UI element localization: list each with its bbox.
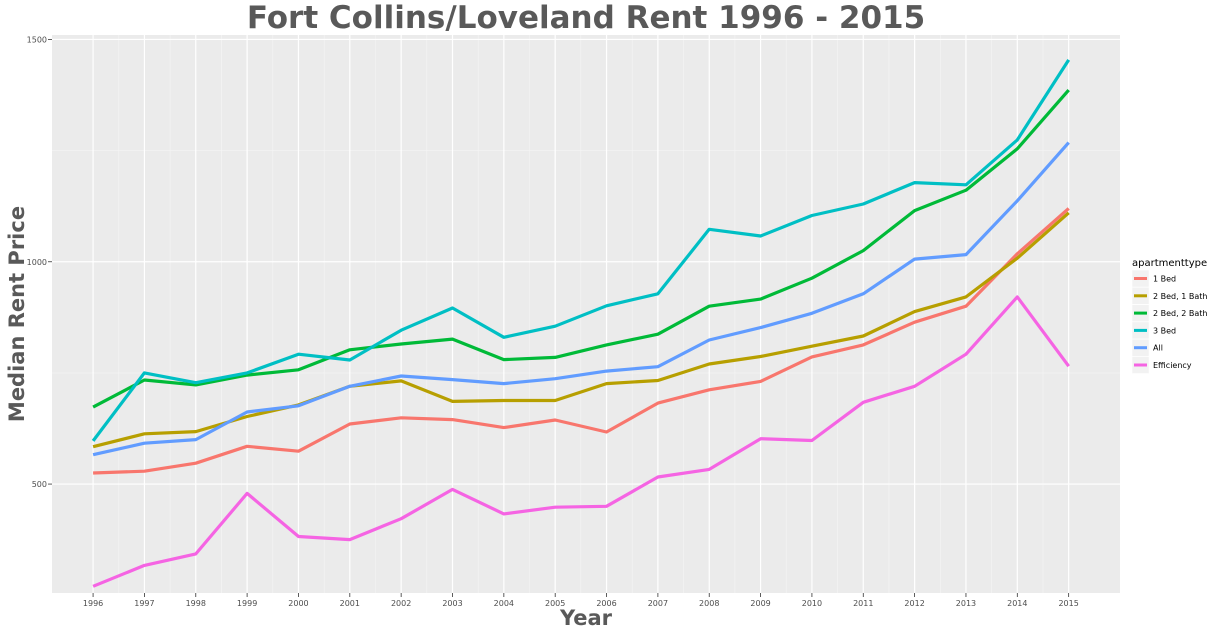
series-line-2-bed-2-bath (92, 89, 1070, 409)
x-tick-label: 1999 (237, 599, 257, 608)
legend-label: 1 Bed (1153, 275, 1176, 284)
x-tick-label: 2006 (596, 599, 616, 608)
legend-title: apartmenttype (1132, 258, 1207, 269)
series-line-3-bed (91, 59, 1071, 442)
y-axis-title: Median Rent Price (5, 206, 29, 422)
x-tick-label: 2011 (853, 599, 873, 608)
x-tick-label: 1996 (83, 599, 103, 608)
major-gridlines (52, 35, 1120, 593)
series-line-all (92, 141, 1070, 457)
x-tick-label: 2013 (956, 599, 976, 608)
y-tick-label: 500 (32, 480, 47, 489)
x-tick-labels: 1996 1997 1998 1999 2000 2001 2002 2003 2004 2005… (83, 599, 1079, 608)
series-line-1-bed (93, 207, 1070, 475)
legend-label: Efficiency (1153, 361, 1192, 370)
legend-label: All (1153, 344, 1163, 353)
legend-label: 2 Bed, 1 Bath (1153, 292, 1207, 301)
x-tick-label: 2000 (288, 599, 308, 608)
x-tick-label: 2010 (802, 599, 822, 608)
series-line-efficiency (92, 295, 1070, 588)
x-tick-label: 2002 (391, 599, 411, 608)
x-tick-label: 2004 (494, 599, 514, 608)
axis-ticks (48, 39, 1070, 597)
chart-title: Fort Collins/Loveland Rent 1996 - 2015 (247, 0, 925, 36)
legend-label: 2 Bed, 2 Bath (1153, 309, 1207, 318)
x-tick-label: 2003 (442, 599, 462, 608)
series-line-2-bed-1-bath (92, 211, 1070, 449)
y-tick-label: 1000 (27, 258, 47, 267)
x-tick-label: 2005 (545, 599, 565, 608)
x-tick-label: 2015 (1058, 599, 1078, 608)
x-tick-label: 1998 (186, 599, 206, 608)
legend-label: 3 Bed (1153, 326, 1176, 335)
y-tick-labels: 500 1000 1500 (27, 35, 47, 489)
x-tick-label: 1997 (134, 599, 154, 608)
x-axis-title: Year (559, 606, 613, 630)
legend: apartmenttype 1 Bed 2 Bed, 1 Bath 2 Bed, 2… (1131, 258, 1207, 374)
x-tick-label: 2009 (750, 599, 770, 608)
x-tick-label: 2014 (1007, 599, 1027, 608)
x-tick-label: 2012 (904, 599, 924, 608)
series-lines (91, 59, 1071, 588)
minor-gridlines (52, 35, 1120, 593)
x-tick-label: 2008 (699, 599, 719, 608)
y-tick-label: 1500 (27, 35, 47, 44)
x-tick-label: 2007 (648, 599, 668, 608)
x-tick-label: 2001 (340, 599, 360, 608)
